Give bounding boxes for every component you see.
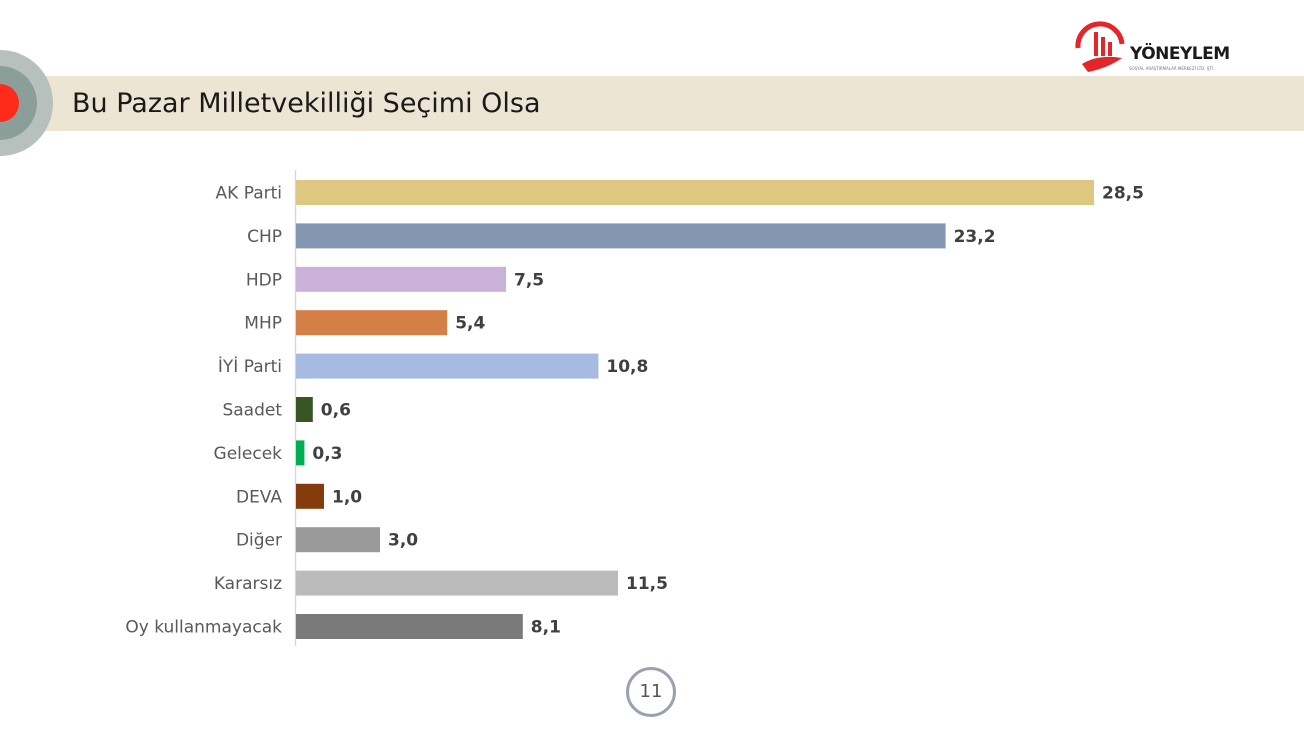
category-label: HDP (246, 270, 282, 290)
bar (296, 440, 305, 466)
category-label: Kararsız (214, 574, 282, 594)
page-number: 11 (626, 667, 676, 717)
data-label: 1,0 (332, 487, 362, 507)
bar-chart: AK Parti 28,5 CHP 23,2 HDP 7,5 MHP 5,4 İYİ Parti… (125, 170, 1144, 646)
data-label: 3,0 (388, 531, 418, 551)
category-label: İYİ Parti (218, 356, 282, 377)
data-label: 28,5 (1102, 184, 1144, 204)
data-label: 0,6 (321, 401, 351, 421)
logo-text: YÖNEYLEM (1130, 44, 1230, 64)
yoneylem-logo-icon (1075, 21, 1125, 72)
data-label: 0,3 (312, 444, 342, 464)
category-label: DEVA (236, 487, 282, 507)
bar (296, 614, 523, 639)
data-label: 11,5 (626, 574, 668, 594)
bar (296, 353, 599, 379)
bar (296, 266, 506, 292)
bar (296, 223, 946, 249)
data-label: 10,8 (606, 357, 648, 377)
data-label: 7,5 (514, 270, 544, 290)
bar (296, 483, 324, 509)
category-label: MHP (244, 314, 282, 334)
data-label: 8,1 (531, 618, 561, 638)
data-label: 23,2 (954, 227, 996, 247)
logo-subtitle: SOSYAL ARAŞTIRMALAR MERKEZİ LTD. ŞTİ. (1129, 66, 1215, 71)
title-band (0, 76, 1304, 131)
category-label: AK Parti (216, 184, 282, 204)
category-label: CHP (247, 227, 282, 247)
category-label: Oy kullanmayacak (125, 618, 282, 638)
category-label: Gelecek (214, 444, 283, 464)
bar (296, 310, 448, 336)
bar (296, 180, 1094, 205)
category-label: Diğer (236, 531, 282, 551)
decorative-circle-icon (0, 50, 53, 156)
category-label: Saadet (222, 401, 282, 421)
bar (296, 397, 313, 422)
bar (296, 527, 380, 553)
bar (296, 570, 618, 596)
page-title: Bu Pazar Milletvekilliği Seçimi Olsa (72, 88, 541, 119)
data-label: 5,4 (455, 314, 485, 334)
